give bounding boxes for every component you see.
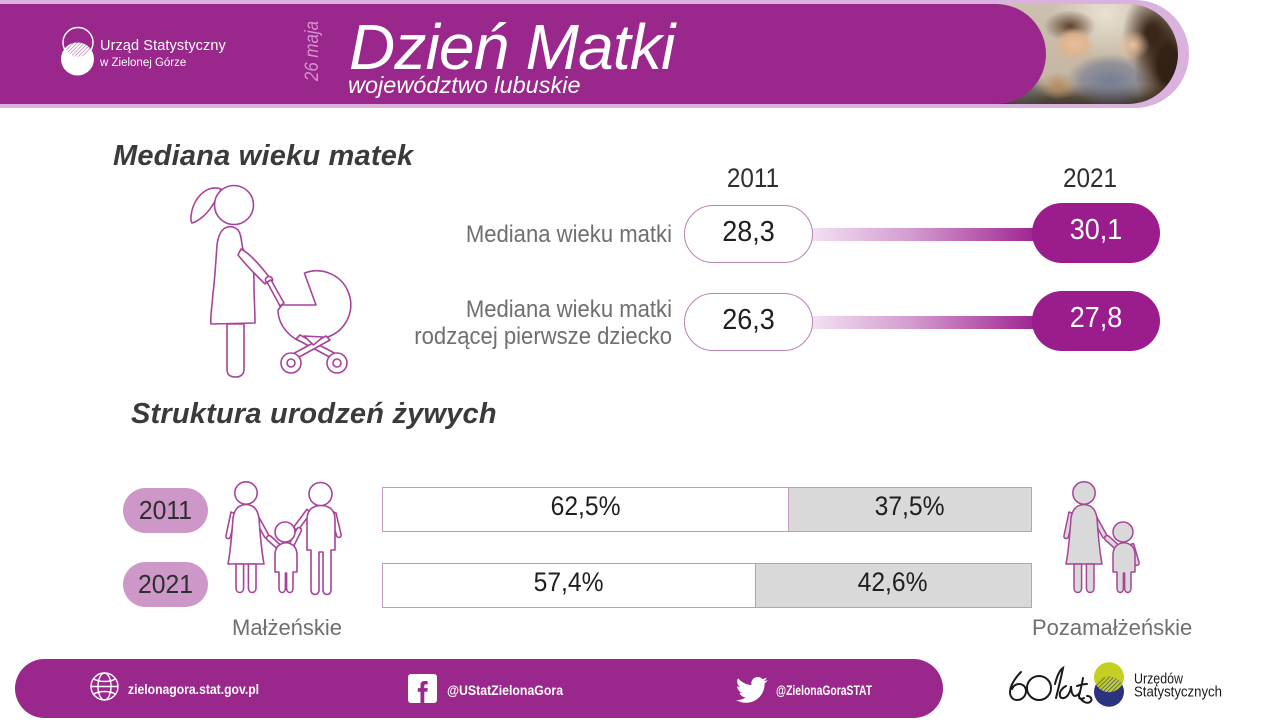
svg-text:Urzędów: Urzędów xyxy=(1134,671,1183,688)
svg-text:Statystycznych: Statystycznych xyxy=(1134,684,1222,701)
